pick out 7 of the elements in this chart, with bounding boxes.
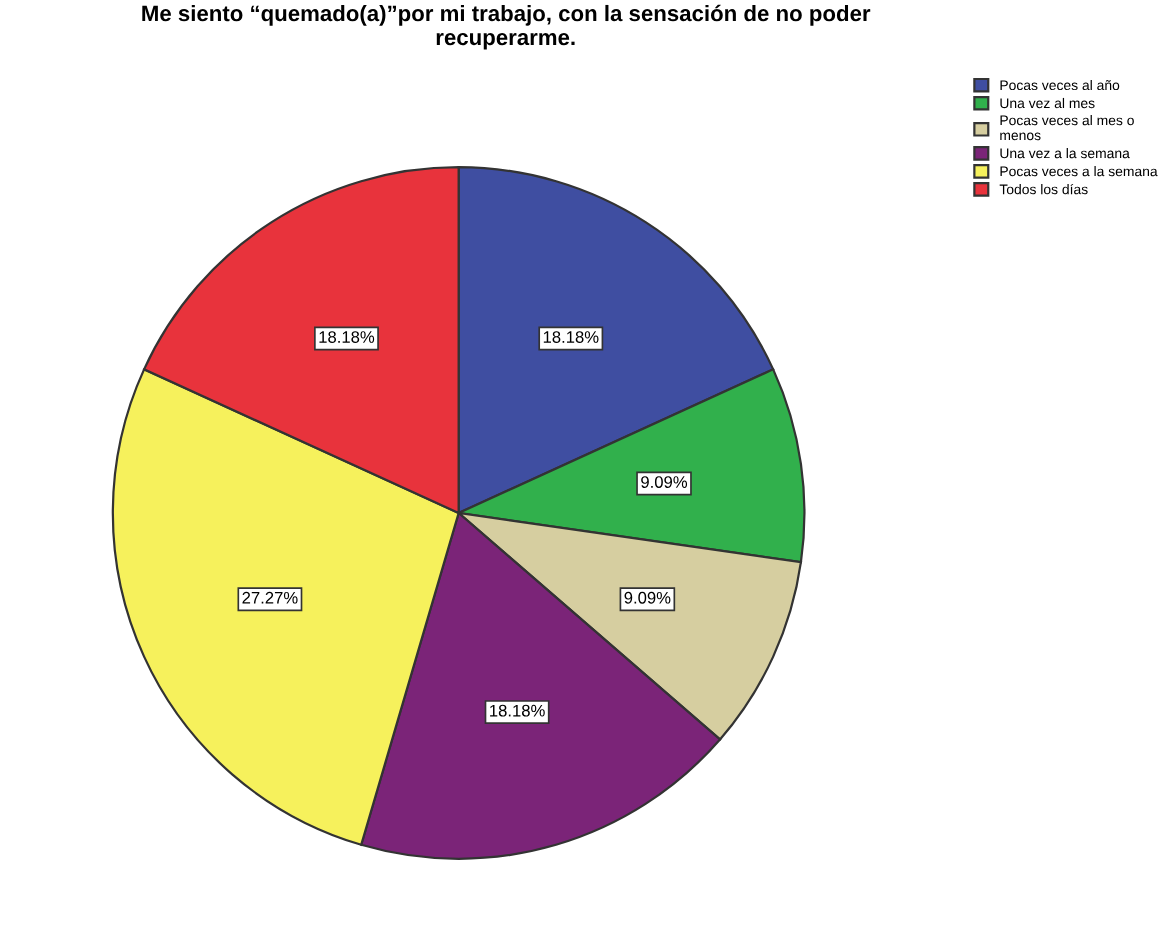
data-label: 18.18% bbox=[543, 331, 599, 343]
data-label: 18.18% bbox=[319, 331, 375, 343]
data-label: 18.18% bbox=[490, 704, 545, 717]
data-label: 9.09% bbox=[641, 476, 688, 488]
data-label: 27.27% bbox=[242, 591, 298, 604]
data-label: 9.09% bbox=[624, 591, 671, 604]
chart-title: Me siento “quemado(a)”por mi trabajo, con la sensación de no poder recuperarme. bbox=[142, 4, 871, 50]
